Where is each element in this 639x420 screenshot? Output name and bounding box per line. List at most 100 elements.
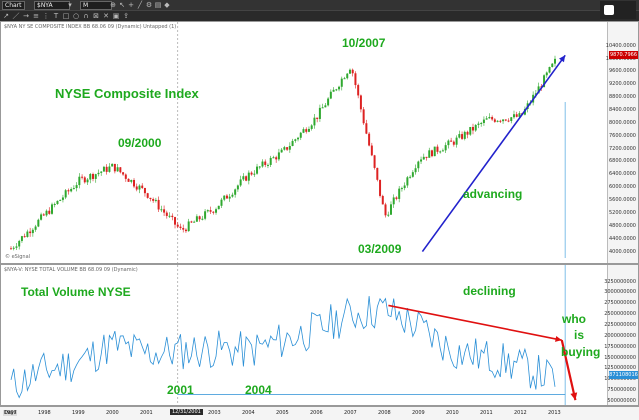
price-candle: [72, 188, 75, 190]
text-icon[interactable]: T: [53, 12, 59, 20]
zoom-icon[interactable]: ⊕: [110, 1, 116, 9]
arrow-icon[interactable]: ↗: [3, 12, 9, 20]
price-candle: [187, 221, 190, 232]
watermark: © eSignal: [5, 254, 31, 260]
price-candle: [146, 193, 149, 198]
price-candle: [130, 179, 133, 182]
price-candle: [141, 185, 144, 188]
layout-icon[interactable]: ▤: [154, 1, 162, 9]
settings-icon[interactable]: ⚙: [145, 1, 153, 9]
price-candle: [466, 131, 469, 135]
price-candle: [354, 73, 357, 86]
volume-chart: [10, 265, 578, 405]
price-candle: [42, 214, 45, 216]
symbol-input[interactable]: $NYA: [34, 1, 70, 10]
line-icon[interactable]: ／: [12, 12, 20, 20]
volume-pane[interactable]: $NYA-V: NYSE TOTAL VOLUME BB 68.09 09 (D…: [0, 264, 639, 406]
price-candle: [332, 89, 335, 92]
volume-line: [10, 296, 556, 399]
price-y-axis[interactable]: 10400.000010000.00009600.00009200.000088…: [606, 22, 638, 263]
price-candle: [362, 109, 365, 124]
price-candle: [299, 132, 302, 138]
price-candle: [67, 190, 70, 192]
price-candle: [223, 195, 226, 200]
price-candle: [239, 179, 242, 186]
price-candle: [463, 131, 466, 139]
price-candle: [272, 157, 275, 159]
price-candle: [143, 187, 146, 194]
x-axis-tick: 1997: [4, 410, 17, 416]
volume-y-tick: 3250000000: [604, 278, 636, 285]
price-candle: [176, 224, 179, 227]
annotation-who: who: [562, 312, 586, 326]
price-candle: [379, 179, 382, 196]
price-candle: [64, 190, 67, 198]
brand-logo: [604, 5, 614, 15]
price-candle: [149, 197, 152, 200]
price-candle: [343, 78, 346, 80]
price-candle: [488, 117, 491, 119]
chart-tab[interactable]: Chart: [2, 1, 25, 10]
annotation-advancing: advancing: [463, 187, 523, 201]
price-candle: [433, 146, 436, 157]
price-candle: [461, 134, 464, 139]
ellipse-icon[interactable]: ○: [72, 12, 80, 20]
price-candle: [94, 174, 97, 179]
price-y-tick: 6800.0000: [608, 158, 636, 165]
price-candle: [108, 166, 111, 172]
price-candle: [247, 172, 250, 181]
ray-icon[interactable]: →: [23, 12, 29, 20]
lock-icon[interactable]: ⊠: [93, 12, 99, 20]
fib-icon[interactable]: ⋮: [42, 12, 50, 20]
price-candle: [474, 124, 477, 131]
price-candle: [37, 219, 40, 227]
price-candle: [195, 216, 198, 222]
period-select[interactable]: M: [80, 1, 112, 10]
cursor-icon[interactable]: ↖: [119, 1, 125, 9]
price-y-tick: 4400.0000: [608, 235, 636, 242]
price-candle: [477, 123, 480, 125]
volume-y-axis[interactable]: 3250000000 3000000000 2750000000 2500000000…: [604, 265, 638, 405]
price-candle: [294, 139, 297, 141]
price-candle: [389, 204, 392, 215]
shape-icon[interactable]: □: [62, 12, 70, 20]
price-candle: [316, 117, 319, 119]
draw-line-icon[interactable]: ╱: [137, 1, 143, 9]
save-icon[interactable]: ▣: [112, 12, 120, 20]
trash-icon[interactable]: ✕: [103, 12, 109, 20]
price-candle: [138, 185, 141, 190]
price-candle: [250, 172, 253, 175]
channel-icon[interactable]: ≡: [33, 12, 39, 20]
x-axis[interactable]: Days 19971998199920002001200220032004200…: [0, 406, 639, 420]
price-candle: [18, 240, 21, 247]
price-candle: [89, 173, 92, 180]
price-candle: [217, 205, 220, 210]
symbol-dropdown-icon[interactable]: ▾: [68, 1, 72, 9]
price-candle: [305, 129, 308, 132]
magnet-icon[interactable]: ∩: [83, 12, 89, 20]
price-candle: [124, 174, 127, 179]
volume-y-tick: 2250000000: [604, 321, 636, 328]
volume-pane-header: $NYA-V: NYSE TOTAL VOLUME BB 68.09 09 (D…: [4, 267, 138, 273]
price-pane[interactable]: $NYA NY SE COMPOSITE INDEX BB 68.06 09 (…: [0, 21, 639, 264]
chart-toolbar: Chart $NYA ▾ M ⊕ ↖ + ╱ ⚙ ▤ ◆ ↗ ／ → ≡ ⋮ T…: [0, 0, 639, 21]
price-candle: [92, 173, 95, 179]
volume-y-tick: 750000000: [607, 387, 636, 394]
pin-icon[interactable]: ◆: [164, 1, 170, 9]
price-candle: [152, 199, 155, 201]
export-icon[interactable]: ⇪: [123, 12, 129, 20]
price-candle: [351, 69, 354, 74]
price-y-tick: 6000.0000: [608, 184, 636, 191]
volume-pane-title: Total Volume NYSE: [21, 285, 131, 299]
price-candle: [318, 107, 321, 119]
price-candle: [338, 86, 341, 90]
crosshair-icon[interactable]: +: [128, 1, 134, 9]
price-y-tick: 4800.0000: [608, 222, 636, 229]
price-candle: [78, 176, 81, 186]
price-candle: [206, 210, 209, 212]
price-candle: [534, 93, 537, 95]
annotation-is: is: [574, 328, 585, 342]
toolbar-row-2: ↗ ／ → ≡ ⋮ T □ ○ ∩ ⊠ ✕ ▣ ⇪: [0, 10, 639, 21]
price-candle: [537, 86, 540, 94]
price-y-tick: 8800.0000: [608, 94, 636, 101]
